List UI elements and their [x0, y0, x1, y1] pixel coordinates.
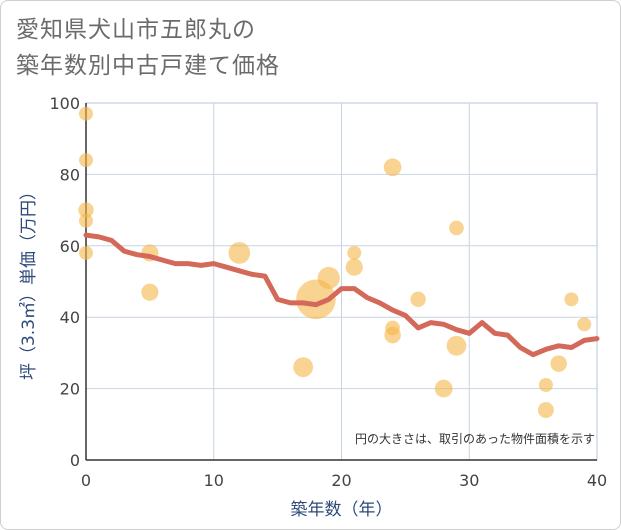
y-tick-label-20: 20 [60, 380, 80, 399]
bubble-point-13 [383, 158, 402, 177]
y-tick-label-0: 0 [70, 451, 80, 470]
bubble-point-17 [434, 379, 453, 398]
bubble-point-22 [550, 355, 567, 372]
bubble-point-18 [449, 220, 464, 236]
bubble-point-12 [345, 258, 363, 276]
chart-title: 愛知県犬山市五郎丸の 築年数別中古戸建て価格 [16, 12, 280, 84]
y-axis-title: 坪（3.3㎡）単価（万円） [19, 183, 39, 380]
bubble-point-6 [141, 283, 159, 301]
bubble-point-4 [79, 245, 93, 260]
y-tick-label-100: 100 [49, 94, 80, 113]
bubble-point-1 [79, 153, 93, 168]
bubble-size-note: 円の大きさは、取引のあった物件面積を示す [355, 431, 595, 446]
x-axis-title: 築年数（年） [291, 500, 393, 520]
bubble-point-16 [410, 291, 426, 308]
average-line-series [83, 232, 600, 358]
x-tick-label-10: 10 [204, 471, 224, 490]
y-tick-label-40: 40 [60, 308, 80, 327]
chart-title-line-2: 築年数別中古戸建て価格 [16, 53, 280, 79]
x-tick-label-20: 20 [331, 471, 351, 490]
tick-labels: 0 10 20 30 40 0 20 40 60 80 100 [49, 94, 607, 490]
bubble-point-8 [293, 357, 314, 378]
bubble-series [78, 106, 592, 419]
bubble-point-3 [79, 213, 93, 228]
chart-title-line-1: 愛知県犬山市五郎丸の [16, 17, 256, 43]
bubble-point-2 [78, 202, 94, 218]
bubble-point-24 [577, 317, 592, 332]
bubble-point-7 [228, 242, 251, 264]
x-tick-label-40: 40 [587, 471, 607, 490]
bubble-point-23 [564, 292, 579, 307]
bubble-point-15 [384, 326, 401, 344]
x-tick-label-30: 30 [459, 471, 479, 490]
y-tick-label-80: 80 [60, 165, 80, 184]
y-tick-label-60: 60 [60, 237, 80, 256]
bubble-point-9 [296, 279, 336, 320]
grid-lines [85, 102, 598, 461]
bubble-point-19 [446, 335, 467, 356]
bubble-point-20 [538, 378, 553, 393]
bubble-point-0 [79, 106, 93, 121]
average-price-line [83, 232, 600, 358]
bubble-point-11 [347, 245, 362, 260]
x-tick-label-0: 0 [81, 471, 91, 490]
bubble-point-21 [537, 402, 554, 419]
bubble-point-10 [317, 266, 340, 289]
